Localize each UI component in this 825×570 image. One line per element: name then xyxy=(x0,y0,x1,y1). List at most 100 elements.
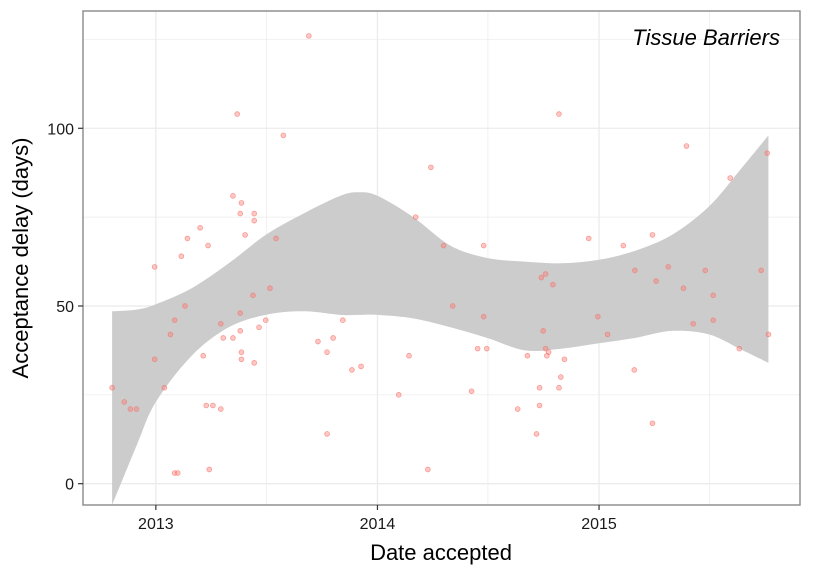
data-point xyxy=(358,363,364,370)
data-point xyxy=(428,164,434,171)
data-point xyxy=(690,320,696,327)
data-point xyxy=(109,384,115,391)
data-point xyxy=(540,328,546,334)
data-point xyxy=(514,406,521,412)
data-point xyxy=(406,352,412,359)
data-point xyxy=(133,406,140,412)
y-tick-label: 0 xyxy=(65,477,74,494)
data-point xyxy=(727,175,733,181)
x-axis-title: Date accepted xyxy=(370,540,512,565)
data-point xyxy=(632,267,638,274)
smooth-confidence-band xyxy=(112,135,769,505)
data-point xyxy=(595,313,601,320)
data-point xyxy=(218,406,224,412)
data-point xyxy=(121,399,128,405)
y-axis: 0 50 100 xyxy=(47,121,83,494)
data-point xyxy=(542,271,549,277)
data-point xyxy=(197,224,203,231)
data-point xyxy=(649,420,656,427)
data-point xyxy=(665,264,672,270)
data-point xyxy=(702,267,709,274)
data-point xyxy=(230,193,236,199)
data-point xyxy=(395,392,402,398)
data-point xyxy=(550,281,556,288)
data-point xyxy=(200,352,207,359)
data-point xyxy=(171,317,178,323)
x-tick-label: 2014 xyxy=(360,516,396,533)
data-point xyxy=(251,360,258,366)
data-point xyxy=(604,331,611,338)
data-point xyxy=(557,374,564,380)
plot-panel-border xyxy=(82,10,801,506)
data-point xyxy=(234,111,241,117)
data-points xyxy=(109,33,772,476)
data-point xyxy=(315,338,321,345)
data-point xyxy=(653,278,659,284)
data-point xyxy=(764,150,771,156)
data-point xyxy=(237,328,244,334)
data-point xyxy=(765,331,772,338)
data-point xyxy=(349,367,355,373)
data-point xyxy=(251,210,258,217)
x-tick-label: 2013 xyxy=(138,516,174,533)
data-point xyxy=(545,349,552,355)
data-point xyxy=(237,310,244,316)
data-point xyxy=(680,285,687,292)
data-point xyxy=(127,406,134,412)
data-point xyxy=(480,313,487,320)
data-point xyxy=(182,303,188,309)
data-point xyxy=(620,242,627,249)
data-point xyxy=(237,210,244,217)
data-point xyxy=(556,111,562,117)
data-point xyxy=(556,384,562,391)
data-point xyxy=(536,384,543,391)
data-point xyxy=(533,431,540,437)
data-point xyxy=(161,384,168,391)
data-point xyxy=(585,235,592,242)
data-point xyxy=(273,235,279,242)
data-point xyxy=(683,143,690,149)
data-point xyxy=(218,320,224,327)
data-point xyxy=(710,317,716,323)
data-point xyxy=(251,217,258,224)
data-point xyxy=(324,431,330,437)
data-point xyxy=(238,349,245,355)
data-point xyxy=(649,232,656,238)
data-point xyxy=(474,345,481,352)
data-point xyxy=(256,324,262,331)
data-point xyxy=(631,367,638,373)
data-point xyxy=(425,466,431,473)
data-point xyxy=(542,345,549,352)
x-axis: 2013 2014 2015 xyxy=(138,505,617,533)
data-point xyxy=(710,292,716,299)
data-point xyxy=(151,356,158,363)
data-point xyxy=(242,232,248,238)
data-point xyxy=(238,356,245,363)
data-point xyxy=(238,200,245,206)
data-point xyxy=(151,264,158,270)
data-point xyxy=(203,402,210,409)
data-point xyxy=(220,335,227,341)
data-point xyxy=(205,242,211,249)
data-point xyxy=(330,335,336,341)
data-point xyxy=(340,317,346,323)
data-point xyxy=(536,402,543,409)
data-point xyxy=(267,285,273,292)
data-point xyxy=(262,317,269,323)
data-point xyxy=(440,242,447,249)
x-tick-label: 2015 xyxy=(581,516,617,533)
data-point xyxy=(758,267,764,274)
y-tick-label: 50 xyxy=(56,299,74,316)
data-point xyxy=(524,352,531,359)
data-point xyxy=(174,470,181,476)
data-point xyxy=(178,253,185,260)
data-point xyxy=(230,335,236,341)
data-point xyxy=(736,345,743,352)
y-axis-title: Acceptance delay (days) xyxy=(8,138,33,379)
data-point xyxy=(184,235,191,242)
data-point xyxy=(449,303,456,309)
data-point xyxy=(280,132,287,139)
chart-annotation: Tissue Barriers xyxy=(632,25,780,50)
data-point xyxy=(324,349,330,355)
